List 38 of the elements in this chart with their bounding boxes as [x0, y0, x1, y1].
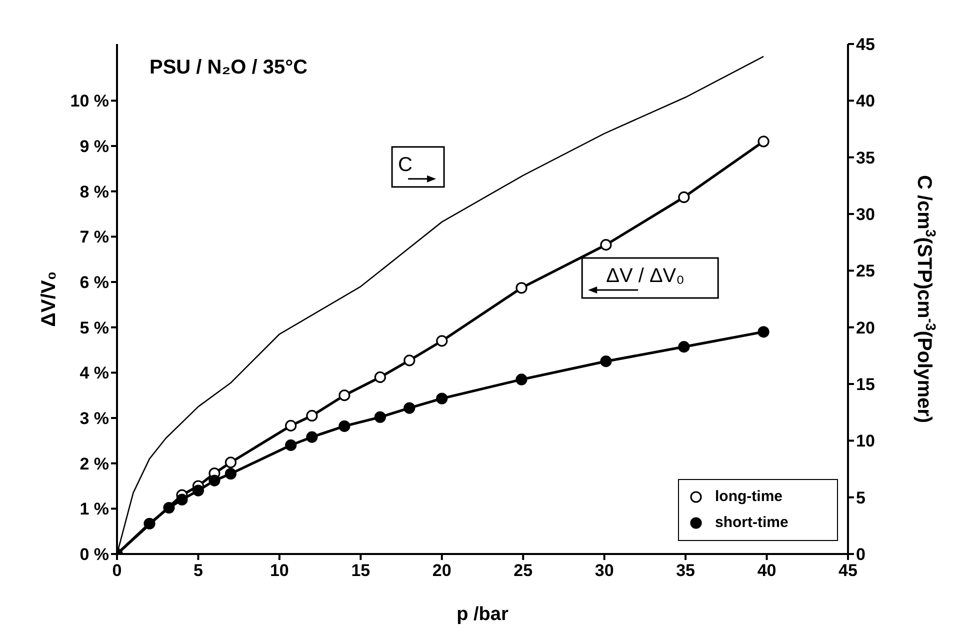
x-tick-label: 15 — [351, 561, 370, 580]
legend-label: short-time — [715, 513, 788, 533]
y2-tick-label: 40 — [856, 92, 875, 111]
x-tick-label: 40 — [757, 561, 776, 580]
x-tick-label: 20 — [432, 561, 452, 580]
legend-label: long-time — [715, 487, 782, 507]
x-tick-label: 25 — [514, 561, 533, 580]
y2-tick-label: 30 — [856, 205, 875, 224]
x-tick-label: 0 — [112, 561, 122, 580]
y2-tick-label: 10 — [856, 432, 875, 451]
y2-tick-label: 35 — [856, 148, 875, 168]
annotation: C — [398, 154, 412, 176]
x-tick-label: 45 — [838, 561, 858, 580]
y2-tick-label: 20 — [856, 318, 875, 338]
y-axis-title: ΔV/V₀ — [38, 271, 60, 327]
y-tick-label: 6 % — [80, 273, 109, 292]
y-tick-label: 1 % — [80, 500, 109, 519]
y2-tick-label: 0 — [856, 545, 866, 564]
y-tick-label: 4 % — [80, 364, 109, 383]
y-tick-label: 9 % — [80, 137, 109, 156]
x-axis-title: p /bar — [456, 604, 509, 625]
y2-tick-label: 45 — [856, 35, 875, 54]
y2-tick-label: 5 — [856, 488, 866, 508]
annotation: ΔV / ΔV₀ — [606, 265, 684, 287]
y-tick-label: 8 % — [80, 182, 109, 202]
x-tick-label: 10 — [270, 561, 289, 580]
y-tick-label: 5 % — [80, 318, 109, 338]
y-tick-label: 0 % — [80, 545, 109, 564]
y-tick-label: 2 % — [80, 454, 109, 474]
x-tick-label: 5 — [193, 561, 203, 580]
y-tick-label: 7 % — [80, 228, 109, 247]
y2-tick-label: 15 — [856, 375, 875, 394]
x-tick-label: 35 — [676, 561, 696, 580]
y-tick-label: 10 % — [70, 92, 109, 111]
y2-tick-label: 25 — [856, 262, 875, 281]
x-tick-label: 30 — [594, 561, 614, 580]
annotation: PSU / N₂O / 35°C — [149, 56, 308, 78]
y-tick-label: 3 % — [80, 409, 109, 428]
